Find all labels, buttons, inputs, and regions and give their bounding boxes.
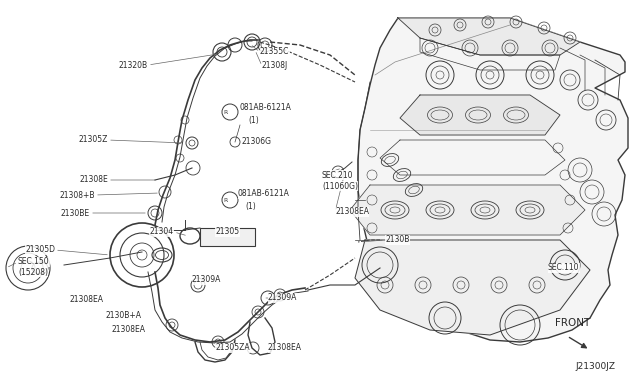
Text: (11060G): (11060G) <box>322 182 358 190</box>
Text: SEC.210: SEC.210 <box>322 170 353 180</box>
Text: 21305Z: 21305Z <box>79 135 108 144</box>
Polygon shape <box>350 185 585 235</box>
Text: J21300JZ: J21300JZ <box>575 362 615 371</box>
Text: 21306G: 21306G <box>242 137 272 145</box>
Text: 21308J: 21308J <box>262 61 288 71</box>
Polygon shape <box>398 18 580 55</box>
Text: 21309A: 21309A <box>192 276 221 285</box>
Polygon shape <box>400 95 560 135</box>
Text: 2130B: 2130B <box>385 235 410 244</box>
Polygon shape <box>355 240 590 335</box>
Text: 21305ZA: 21305ZA <box>215 343 250 353</box>
Text: 21308E: 21308E <box>79 176 108 185</box>
Text: 21355C: 21355C <box>260 48 289 57</box>
Text: 21308EA: 21308EA <box>268 343 302 353</box>
Text: 21304: 21304 <box>150 228 174 237</box>
Text: 21308+B: 21308+B <box>60 190 95 199</box>
Text: 21320B: 21320B <box>119 61 148 70</box>
Text: 081AB-6121A: 081AB-6121A <box>240 103 292 112</box>
Text: R: R <box>224 198 228 202</box>
Text: 081AB-6121A: 081AB-6121A <box>238 189 290 199</box>
Text: SEC.150: SEC.150 <box>18 257 50 266</box>
Text: 21308EA: 21308EA <box>70 295 104 305</box>
Text: 21309A: 21309A <box>268 294 298 302</box>
Text: FRONT: FRONT <box>555 318 590 328</box>
Text: 21305: 21305 <box>215 228 239 237</box>
Text: 21308EA: 21308EA <box>112 326 146 334</box>
Polygon shape <box>358 18 628 342</box>
Text: R: R <box>224 109 228 115</box>
Text: 2130BE: 2130BE <box>61 208 90 218</box>
Text: (1): (1) <box>245 202 256 211</box>
Text: 21308EA: 21308EA <box>335 208 369 217</box>
Text: SEC.110: SEC.110 <box>548 263 579 273</box>
Text: 21305D: 21305D <box>25 246 55 254</box>
Text: 2130B+A: 2130B+A <box>105 311 141 320</box>
Text: (15208): (15208) <box>18 267 48 276</box>
Text: (1): (1) <box>248 115 259 125</box>
Bar <box>200 228 255 246</box>
